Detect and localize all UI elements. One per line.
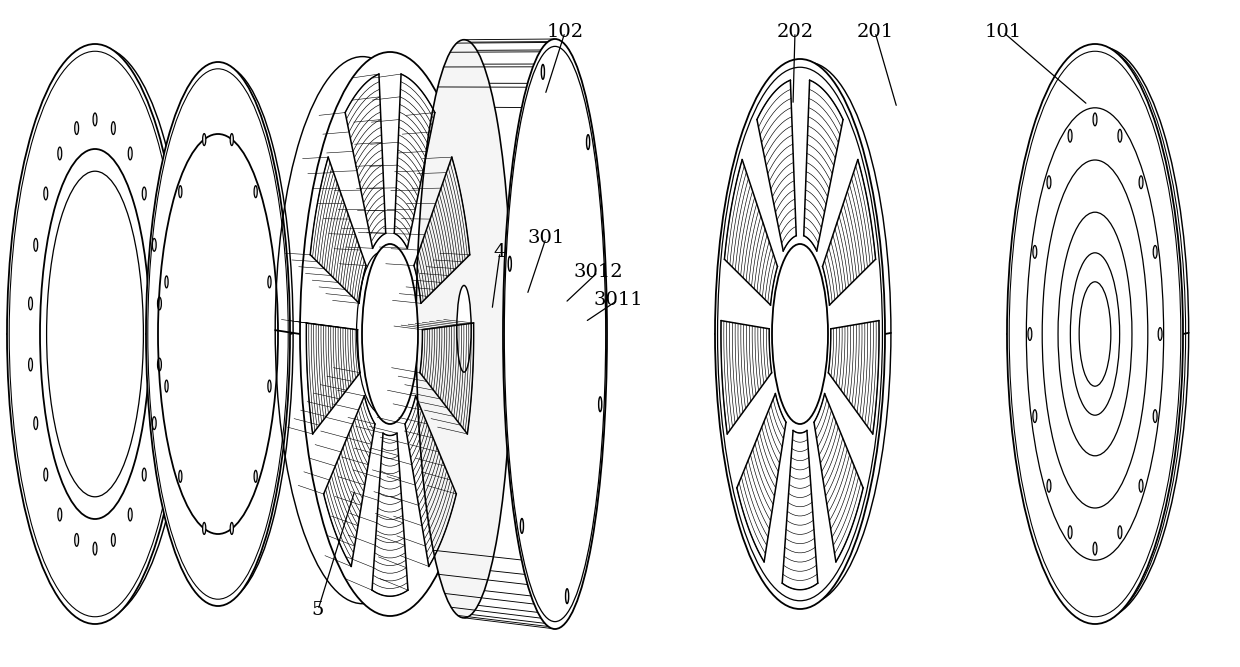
Ellipse shape	[1028, 327, 1032, 340]
Ellipse shape	[362, 244, 418, 424]
Ellipse shape	[231, 133, 233, 145]
Ellipse shape	[153, 417, 156, 430]
Ellipse shape	[143, 468, 146, 481]
Ellipse shape	[43, 187, 47, 200]
Ellipse shape	[231, 522, 233, 534]
Ellipse shape	[254, 185, 257, 197]
Ellipse shape	[1118, 526, 1122, 539]
Text: 4: 4	[494, 243, 506, 261]
Text: 101: 101	[985, 23, 1022, 41]
Ellipse shape	[74, 534, 78, 546]
Ellipse shape	[1118, 129, 1122, 142]
Ellipse shape	[1158, 327, 1162, 340]
Ellipse shape	[179, 185, 182, 197]
Ellipse shape	[1153, 410, 1157, 422]
Ellipse shape	[503, 39, 608, 629]
Ellipse shape	[112, 121, 115, 135]
Ellipse shape	[157, 358, 161, 371]
Ellipse shape	[565, 589, 569, 604]
Text: 3012: 3012	[573, 263, 622, 281]
Ellipse shape	[268, 380, 272, 392]
Ellipse shape	[43, 468, 47, 481]
Ellipse shape	[417, 40, 512, 618]
Ellipse shape	[33, 417, 37, 430]
Ellipse shape	[179, 470, 182, 482]
Text: 3011: 3011	[593, 291, 642, 309]
Ellipse shape	[1140, 176, 1143, 189]
Ellipse shape	[1007, 44, 1183, 624]
Ellipse shape	[1033, 245, 1037, 258]
Ellipse shape	[1068, 129, 1073, 142]
Ellipse shape	[508, 256, 511, 271]
Ellipse shape	[599, 397, 601, 412]
Ellipse shape	[165, 380, 169, 392]
Ellipse shape	[93, 113, 97, 126]
Ellipse shape	[1094, 542, 1097, 555]
Ellipse shape	[1068, 526, 1073, 539]
Ellipse shape	[93, 542, 97, 555]
Ellipse shape	[773, 244, 828, 424]
Ellipse shape	[202, 133, 206, 145]
Ellipse shape	[7, 44, 184, 624]
Text: 202: 202	[776, 23, 813, 41]
Ellipse shape	[542, 65, 544, 79]
Ellipse shape	[128, 508, 133, 521]
Ellipse shape	[29, 297, 32, 310]
Ellipse shape	[254, 470, 257, 482]
Ellipse shape	[1047, 480, 1050, 492]
Ellipse shape	[33, 239, 37, 251]
Ellipse shape	[1033, 410, 1037, 422]
Ellipse shape	[157, 297, 161, 310]
Ellipse shape	[456, 285, 471, 372]
Ellipse shape	[268, 276, 272, 288]
Text: 5: 5	[311, 601, 324, 619]
Ellipse shape	[143, 187, 146, 200]
Ellipse shape	[1094, 113, 1097, 126]
Text: 102: 102	[547, 23, 584, 41]
Ellipse shape	[165, 276, 169, 288]
Ellipse shape	[521, 518, 523, 534]
Text: 301: 301	[527, 229, 564, 247]
Ellipse shape	[1153, 245, 1157, 258]
Ellipse shape	[202, 522, 206, 534]
Ellipse shape	[58, 147, 62, 160]
Ellipse shape	[1140, 480, 1143, 492]
Ellipse shape	[146, 62, 290, 606]
Ellipse shape	[1047, 176, 1050, 189]
Ellipse shape	[58, 508, 62, 521]
Ellipse shape	[128, 147, 133, 160]
Ellipse shape	[74, 121, 78, 135]
Text: 201: 201	[857, 23, 894, 41]
Ellipse shape	[715, 59, 885, 609]
Ellipse shape	[300, 52, 480, 616]
Ellipse shape	[587, 135, 590, 149]
Ellipse shape	[29, 358, 32, 371]
Ellipse shape	[153, 239, 156, 251]
Ellipse shape	[112, 534, 115, 546]
